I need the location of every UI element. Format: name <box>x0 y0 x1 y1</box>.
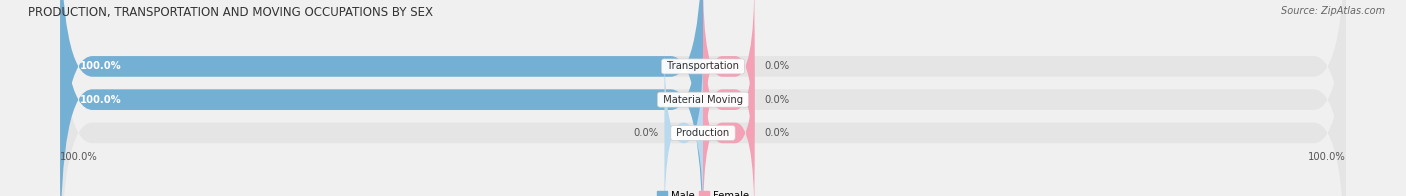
Text: Production: Production <box>673 128 733 138</box>
Text: Transportation: Transportation <box>664 61 742 71</box>
FancyBboxPatch shape <box>703 44 755 196</box>
Text: PRODUCTION, TRANSPORTATION AND MOVING OCCUPATIONS BY SEX: PRODUCTION, TRANSPORTATION AND MOVING OC… <box>28 6 433 19</box>
FancyBboxPatch shape <box>60 0 1346 196</box>
FancyBboxPatch shape <box>703 0 755 156</box>
Text: 100.0%: 100.0% <box>1308 152 1346 162</box>
Text: 100.0%: 100.0% <box>80 95 121 105</box>
FancyBboxPatch shape <box>60 0 1346 196</box>
FancyBboxPatch shape <box>60 0 703 196</box>
Text: 100.0%: 100.0% <box>80 61 121 71</box>
Text: Material Moving: Material Moving <box>659 95 747 105</box>
FancyBboxPatch shape <box>60 0 703 196</box>
Text: Source: ZipAtlas.com: Source: ZipAtlas.com <box>1281 6 1385 16</box>
FancyBboxPatch shape <box>703 10 755 189</box>
Text: 0.0%: 0.0% <box>763 95 789 105</box>
Text: 0.0%: 0.0% <box>763 61 789 71</box>
Legend: Male, Female: Male, Female <box>652 187 754 196</box>
FancyBboxPatch shape <box>60 0 1346 196</box>
Text: 100.0%: 100.0% <box>60 152 98 162</box>
FancyBboxPatch shape <box>665 44 703 196</box>
Text: 0.0%: 0.0% <box>633 128 658 138</box>
Text: 0.0%: 0.0% <box>763 128 789 138</box>
